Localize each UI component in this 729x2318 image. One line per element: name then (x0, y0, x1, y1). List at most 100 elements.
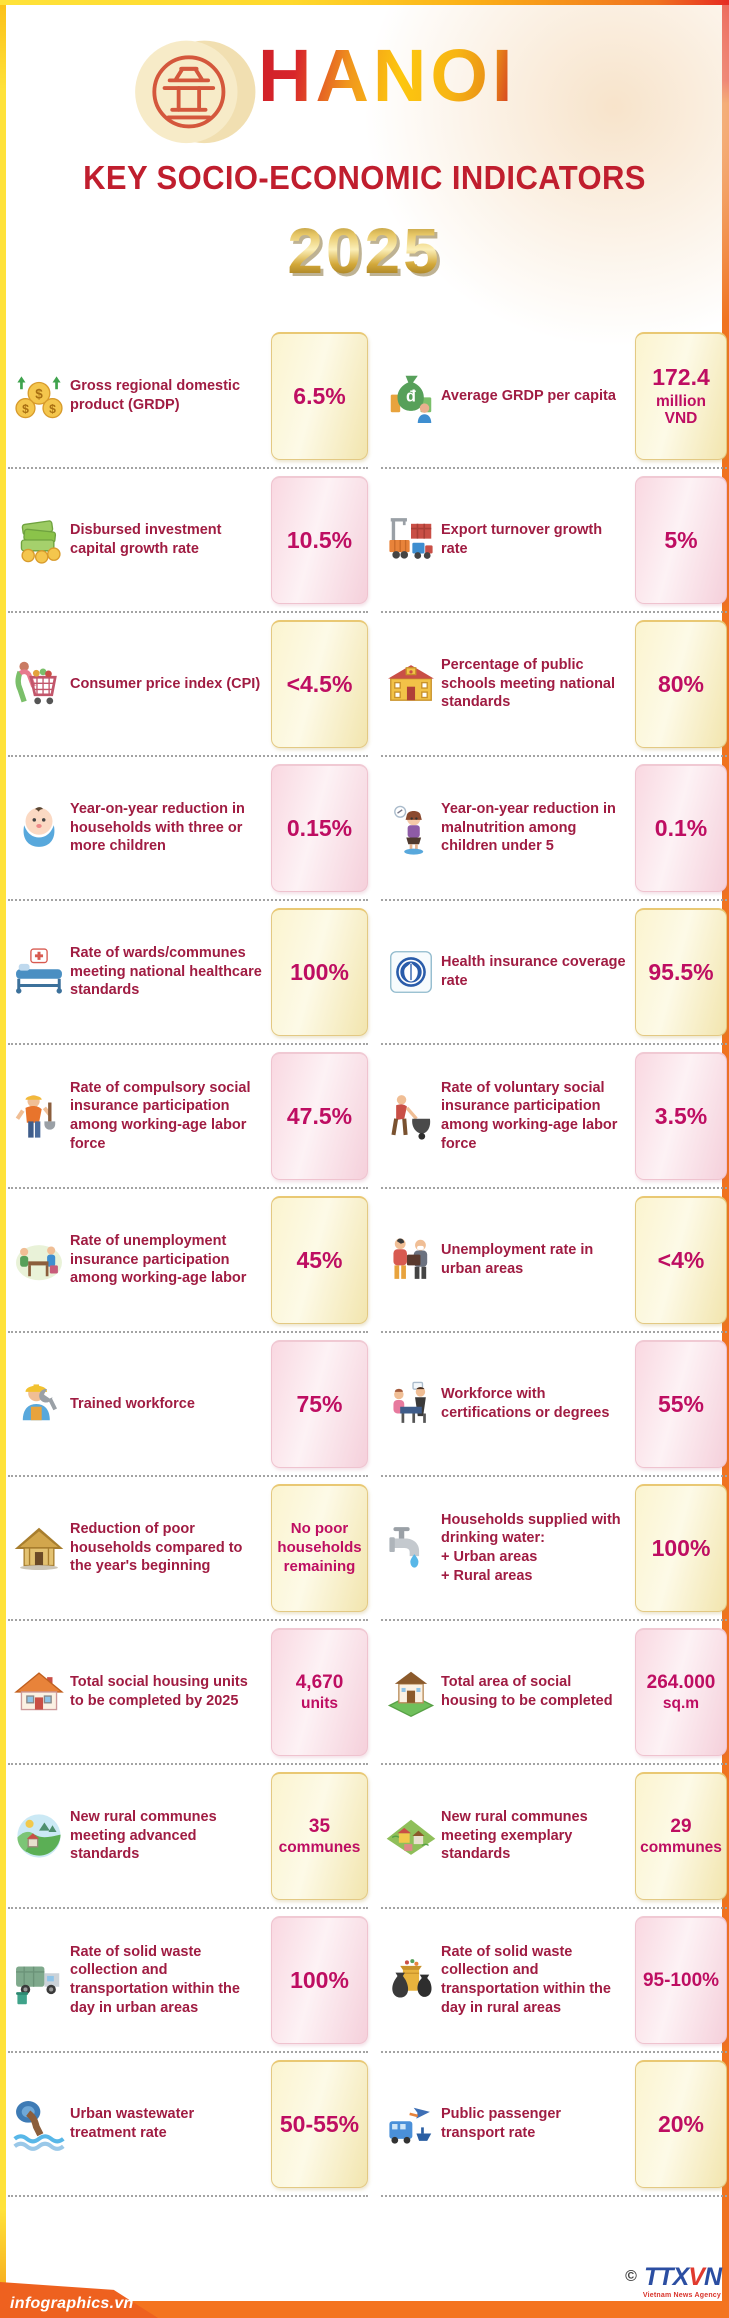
public-transport-icon (381, 2097, 441, 2151)
value-box: 100% (271, 908, 368, 1036)
value-box: 100% (271, 1916, 368, 2044)
indicator-label: Percentage of public schools meeting nat… (441, 657, 616, 711)
page-title: HANOI (258, 28, 516, 124)
svg-text:$: $ (35, 387, 43, 402)
indicator-label: New rural communes meeting advanced stan… (70, 1809, 217, 1863)
wastewater-pipe-icon (8, 2097, 70, 2151)
indicator-cell: New rural communes meeting advanced stan… (8, 1765, 368, 1909)
indicator-row: Urban wastewater treatment rate 50-55% Pub… (0, 2053, 729, 2197)
indicator-label: Year-on-year reduction in households wit… (70, 801, 245, 855)
value-box: No poor households remaining (271, 1484, 368, 1612)
indicator-label: Rate of voluntary social insurance parti… (441, 1079, 618, 1152)
indicator-value: 172.4 (652, 363, 710, 390)
svg-text:$: $ (49, 402, 56, 416)
indicator-label: Urban wastewater treatment rate (70, 2106, 195, 2141)
value-box: 50-55% (271, 2060, 368, 2188)
indicator-label: Rate of solid waste collection and trans… (70, 1943, 240, 2016)
indicator-label: Rate of solid waste collection and trans… (441, 1943, 611, 2016)
indicator-value: 264.000 (646, 1671, 716, 1693)
indicator-cell: Rate of compulsory social insurance part… (8, 1045, 368, 1189)
indicator-label: Trained workforce (70, 1395, 195, 1412)
interview-desk-icon (381, 1377, 441, 1431)
urban-workers-icon (381, 1233, 441, 1287)
money-bag-icon: đ (381, 369, 441, 423)
straw-hut-icon (8, 1521, 70, 1575)
indicator-row: Rate of unemployment insurance participa… (0, 1189, 729, 1333)
indicator-value: <4.5% (286, 670, 353, 697)
indicator-cell: Export turnover growth rate 5% (381, 469, 727, 613)
worker-shovel-icon (8, 1089, 70, 1143)
indicator-value: 47.5% (286, 1102, 353, 1129)
value-box: 55% (635, 1340, 727, 1468)
indicator-value-unit: communes (278, 1839, 361, 1857)
port-cargo-icon (381, 513, 441, 567)
indicator-value-unit: units (300, 1695, 339, 1713)
indicator-cell: Rate of voluntary social insurance parti… (381, 1045, 727, 1189)
school-building-icon (381, 657, 441, 711)
indicator-cell: Urban wastewater treatment rate 50-55% (8, 2053, 368, 2197)
value-box: 35 communes (271, 1772, 368, 1900)
indicator-row: Total social housing units to be complet… (0, 1621, 729, 1765)
indicator-row: Consumer price index (CPI) <4.5% Percentag… (0, 613, 729, 757)
agency-credit: © TTXVN Vietnam News Agency (625, 2263, 722, 2300)
indicator-cell: Workforce with certifications or degrees… (381, 1333, 727, 1477)
year-heading: 2025 (0, 214, 729, 288)
indicator-label: Total area of social housing to be compl… (441, 1674, 613, 1709)
indicator-value: 45% (296, 1246, 343, 1273)
indicator-cell: Rate of unemployment insurance participa… (8, 1189, 368, 1333)
garbage-truck-icon (8, 1953, 70, 2007)
value-box: 47.5% (271, 1052, 368, 1180)
rural-landscape-icon (8, 1809, 70, 1863)
indicator-row: Rate of solid waste collection and trans… (0, 1909, 729, 2053)
indicator-value: <4% (657, 1246, 705, 1273)
shopper-cart-icon (8, 657, 70, 711)
indicator-label: Rate of compulsory social insurance part… (70, 1079, 251, 1152)
house-icon (8, 1665, 70, 1719)
value-box: 29 communes (635, 1772, 727, 1900)
footer-band (0, 2301, 729, 2318)
hospital-bed-icon (8, 945, 70, 999)
child-scale-icon (381, 801, 441, 855)
header: HANOI KEY SOCIO-ECONOMIC INDICATORS 2025 (0, 0, 729, 380)
indicator-value: 0.1% (654, 814, 708, 841)
indicator-cell: Total social housing units to be complet… (8, 1621, 368, 1765)
indicator-value: 100% (290, 958, 349, 985)
ttx-text: TTX (644, 2263, 689, 2291)
indicator-cell: Public passenger transport rate 20% (381, 2053, 727, 2197)
value-box: 80% (635, 620, 727, 748)
value-box: 5% (635, 476, 727, 604)
health-insurance-logo-icon (381, 945, 441, 999)
indicator-cell: Reduction of poor households compared to… (8, 1477, 368, 1621)
indicator-value: 3.5% (654, 1102, 708, 1129)
indicator-label: Public passenger transport rate (441, 2106, 562, 2141)
indicator-value: 95.5% (648, 958, 714, 985)
hanoi-emblem-icon (130, 22, 258, 172)
indicator-value: 6.5% (293, 382, 346, 409)
indicator-label: New rural communes meeting exemplary sta… (441, 1809, 588, 1863)
indicator-value: 0.15% (286, 814, 353, 841)
worker-cart-icon (381, 1089, 441, 1143)
top-border (0, 0, 729, 5)
indicator-cell: Rate of solid waste collection and trans… (381, 1909, 727, 2053)
indicator-row: Rate of compulsory social insurance part… (0, 1045, 729, 1189)
indicator-value: 5% (664, 526, 698, 553)
indicator-value-unit: communes (640, 1839, 722, 1857)
indicator-label: Gross regional domestic product (GRDP) (70, 378, 241, 413)
indicator-value: 100% (651, 1534, 711, 1561)
trash-bags-icon (381, 1953, 441, 2007)
value-box: 95.5% (635, 908, 727, 1036)
indicator-row: Rate of wards/communes meeting national … (0, 901, 729, 1045)
ttx-n-text: N (703, 2263, 722, 2291)
value-box: <4.5% (271, 620, 368, 748)
indicator-label: Households supplied with drinking water:… (441, 1511, 621, 1584)
indicator-cell: Total area of social housing to be compl… (381, 1621, 727, 1765)
indicator-cell: Unemployment rate in urban areas <4% (381, 1189, 727, 1333)
value-box: <4% (635, 1196, 727, 1324)
agency-name: Vietnam News Agency (642, 2292, 721, 2299)
indicator-value: 29 (670, 1815, 692, 1837)
indicator-label: Rate of wards/communes meeting national … (70, 945, 262, 999)
indicator-cell: Percentage of public schools meeting nat… (381, 613, 727, 757)
indicator-cell: Year-on-year reduction in malnutrition a… (381, 757, 727, 901)
indicator-value: 35 (308, 1815, 331, 1837)
indicator-row: Reduction of poor households compared to… (0, 1477, 729, 1621)
